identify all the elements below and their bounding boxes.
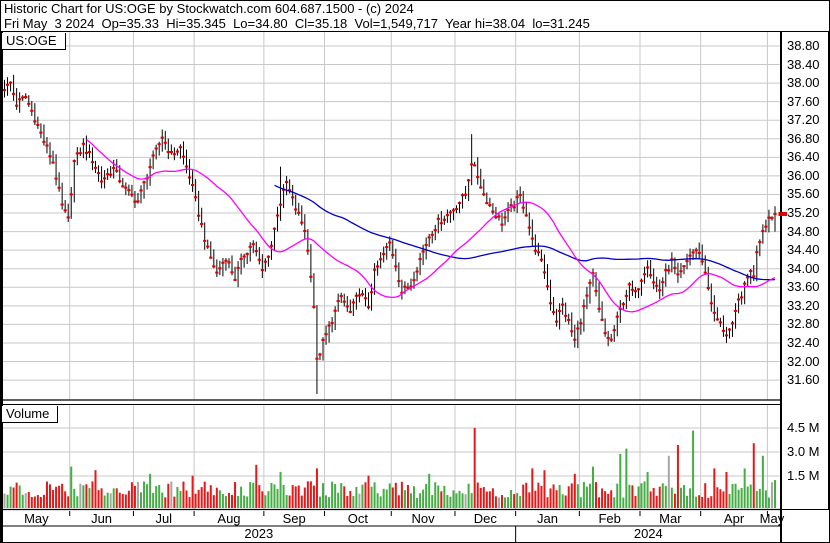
volume-axis-tick-label: 4.5 M bbox=[787, 420, 820, 435]
price-axis-tick-label: 33.60 bbox=[787, 279, 820, 295]
chart-title: Historic Chart for US:OGE by Stockwatch.… bbox=[4, 1, 414, 16]
price-axis-tick-label: 35.60 bbox=[787, 186, 820, 202]
year-label-2024: 2024 bbox=[633, 526, 663, 541]
price-axis-tick-label: 38.00 bbox=[787, 75, 820, 91]
month-axis-label: Jan bbox=[537, 511, 558, 526]
month-axis-label: May bbox=[24, 511, 49, 526]
year-label-2023: 2023 bbox=[244, 526, 274, 541]
price-axis-tick-label: 35.20 bbox=[787, 205, 820, 221]
price-axis-tick-label: 38.40 bbox=[787, 56, 820, 72]
price-axis-tick-label: 36.40 bbox=[787, 149, 820, 165]
price-axis-tick-label: 32.80 bbox=[787, 316, 820, 332]
month-axis-label: Sep bbox=[282, 511, 306, 526]
month-axis-label: Feb bbox=[598, 511, 621, 526]
month-axis-label: Mar bbox=[659, 511, 682, 526]
price-axis-tick-label: 32.00 bbox=[787, 353, 820, 369]
volume-axis-tick-label: 3.0 M bbox=[787, 444, 820, 459]
volume-label: Volume bbox=[6, 406, 50, 421]
price-axis-tick-label: 37.60 bbox=[787, 93, 820, 109]
price-axis-tick-label: 33.20 bbox=[787, 297, 820, 313]
month-axis-label: Aug bbox=[217, 511, 241, 526]
price-axis-tick-label: 31.60 bbox=[787, 372, 820, 388]
price-axis-tick-label: 34.00 bbox=[787, 260, 820, 276]
symbol-label-box: US:OGE bbox=[2, 33, 66, 50]
price-axis-tick-label: 34.80 bbox=[787, 223, 820, 239]
quote-summary: Fri May 3 2024 Op=35.33 Hi=35.345 Lo=34.… bbox=[4, 16, 590, 31]
price-axis-tick-label: 36.00 bbox=[787, 167, 820, 183]
month-axis-label: Apr bbox=[723, 511, 745, 526]
month-axis-label: Oct bbox=[347, 511, 369, 526]
month-axis-label: Jun bbox=[91, 511, 113, 526]
price-axis-tick-label: 37.20 bbox=[787, 112, 820, 128]
symbol-label: US:OGE bbox=[6, 33, 57, 48]
month-axis-label: May bbox=[759, 511, 785, 526]
price-axis-tick-label: 38.80 bbox=[787, 38, 820, 53]
price-axis-tick-label: 32.40 bbox=[787, 334, 820, 350]
price-axis-tick-label: 34.40 bbox=[787, 242, 820, 258]
volume-label-box: Volume bbox=[2, 406, 59, 423]
volume-axis-tick-label: 1.5 M bbox=[787, 468, 820, 483]
month-axis-label: Nov bbox=[411, 511, 435, 526]
price-axis-tick-label: 36.80 bbox=[787, 130, 820, 146]
month-axis-label: Dec bbox=[473, 511, 497, 526]
month-axis-label: Jul bbox=[155, 511, 173, 526]
